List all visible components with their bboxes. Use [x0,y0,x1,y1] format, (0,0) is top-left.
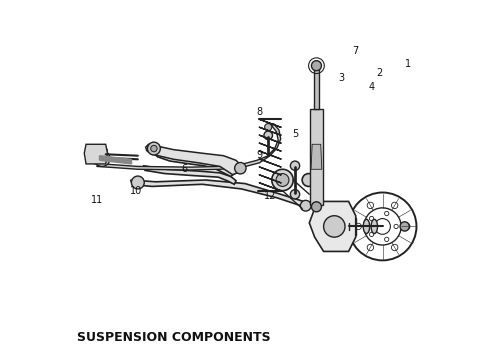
Circle shape [147,142,160,155]
Circle shape [276,174,289,186]
Circle shape [265,123,272,131]
Polygon shape [348,217,356,235]
Circle shape [131,176,144,189]
Circle shape [312,61,321,71]
Text: 2: 2 [376,68,382,78]
Text: 6: 6 [181,164,187,174]
Circle shape [302,174,315,186]
Ellipse shape [371,219,377,234]
Circle shape [151,145,157,152]
Circle shape [97,146,107,157]
Polygon shape [310,109,323,205]
Text: 7: 7 [353,46,359,57]
Text: SUSPENSION COMPONENTS: SUSPENSION COMPONENTS [77,331,270,344]
Text: 3: 3 [339,73,344,83]
Circle shape [272,169,293,191]
Text: 12: 12 [264,191,276,201]
Circle shape [291,161,300,170]
Polygon shape [314,69,319,109]
Polygon shape [152,146,238,176]
Polygon shape [311,144,322,169]
Text: 5: 5 [292,129,298,139]
Polygon shape [309,202,356,251]
Polygon shape [84,144,107,164]
Polygon shape [131,180,309,208]
Circle shape [400,222,409,231]
Circle shape [291,190,300,199]
Polygon shape [88,147,102,164]
Circle shape [264,131,272,140]
Polygon shape [97,123,281,170]
Text: 10: 10 [130,186,142,196]
Ellipse shape [363,219,369,234]
Text: 4: 4 [369,82,375,92]
Text: 9: 9 [256,150,262,160]
Text: 8: 8 [256,107,262,117]
Circle shape [323,216,345,237]
Circle shape [94,151,110,166]
Polygon shape [146,144,242,175]
Circle shape [300,201,311,211]
Text: 11: 11 [91,195,103,204]
Circle shape [235,162,246,174]
Circle shape [312,202,321,212]
Polygon shape [143,166,236,184]
Text: 1: 1 [404,59,411,69]
Circle shape [91,152,99,160]
